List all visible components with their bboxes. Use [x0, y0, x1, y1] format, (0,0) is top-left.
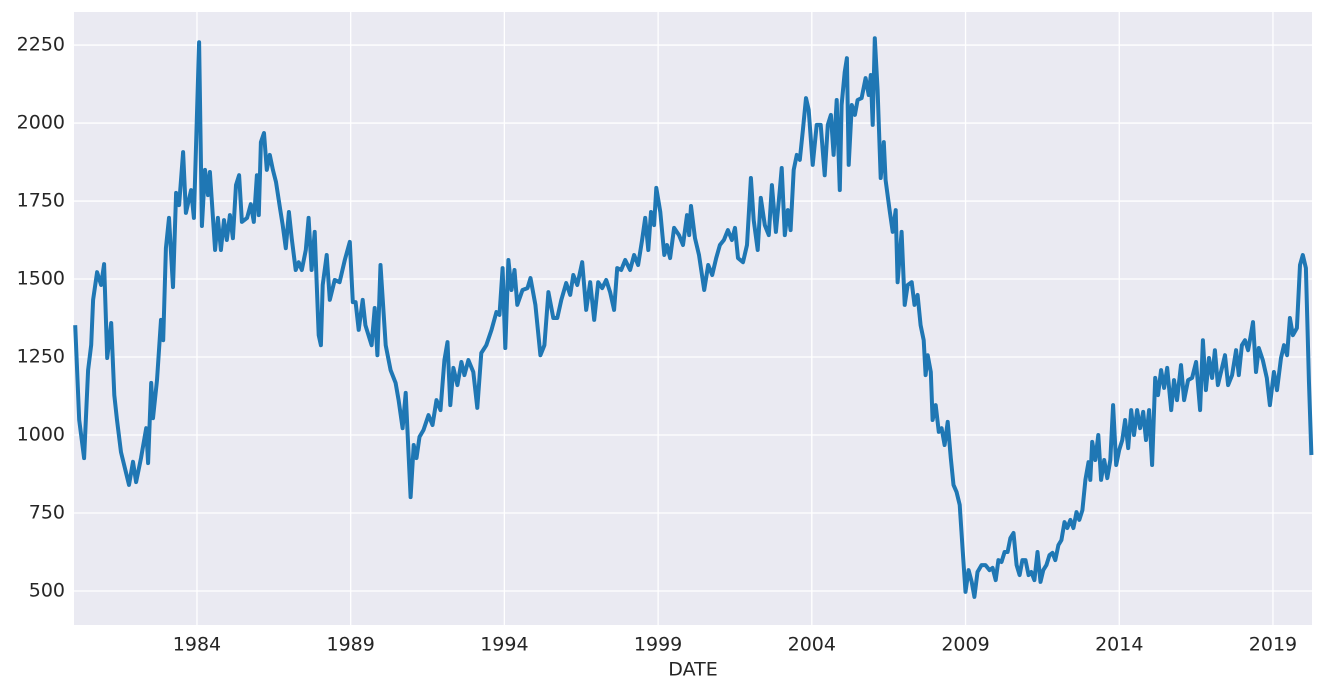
plot-area [74, 12, 1312, 625]
x-tick-label: 2009 [941, 634, 989, 656]
x-axis-label: DATE [668, 659, 717, 681]
x-tick-label: 1994 [480, 634, 528, 656]
x-tick-label: 2014 [1095, 634, 1143, 656]
x-tick-label: 2004 [788, 634, 836, 656]
y-tick-label: 500 [29, 579, 65, 601]
y-tick-label: 1750 [17, 190, 65, 212]
y-tick-label: 2000 [17, 112, 65, 134]
y-tick-label: 1500 [17, 268, 65, 290]
x-tick-label: 1984 [173, 634, 221, 656]
x-tick-label: 1989 [327, 634, 375, 656]
x-tick-label: 1999 [634, 634, 682, 656]
y-tick-label: 2250 [17, 34, 65, 56]
y-tick-label: 1250 [17, 346, 65, 368]
y-tick-label: 1000 [17, 424, 65, 446]
x-tick-label: 2019 [1249, 634, 1297, 656]
data-line [73, 36, 1314, 599]
y-tick-label: 750 [29, 502, 65, 524]
